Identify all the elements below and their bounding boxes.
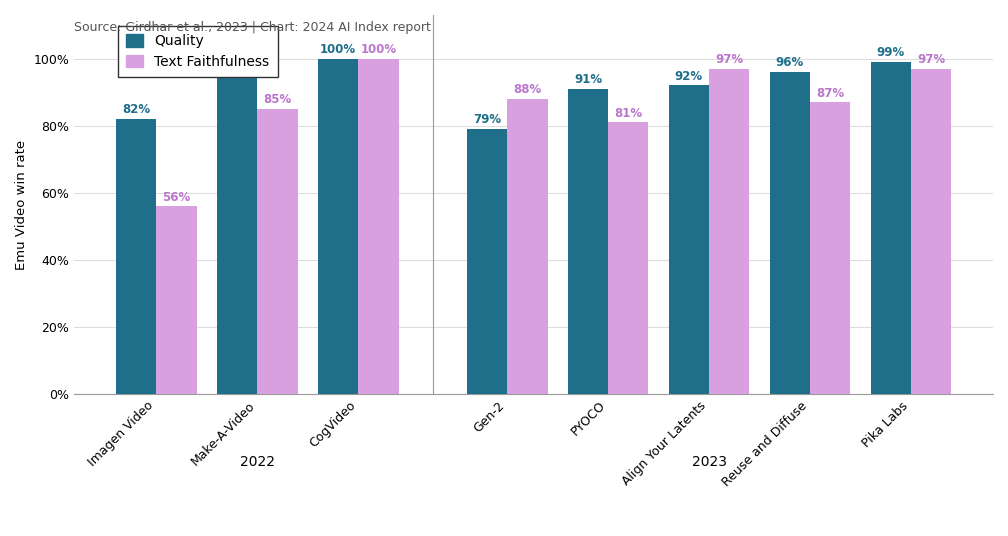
Bar bbox=[769, 72, 810, 394]
Text: 88%: 88% bbox=[513, 83, 541, 96]
Text: 96%: 96% bbox=[775, 56, 804, 69]
Legend: Quality, Text Faithfulness: Quality, Text Faithfulness bbox=[118, 26, 277, 77]
Text: 100%: 100% bbox=[320, 43, 356, 56]
Bar bbox=[709, 69, 749, 394]
Text: 99%: 99% bbox=[877, 46, 905, 59]
Text: 97%: 97% bbox=[223, 53, 251, 66]
Bar bbox=[116, 119, 156, 394]
Bar bbox=[810, 102, 851, 394]
Bar bbox=[318, 58, 358, 394]
Text: 100%: 100% bbox=[361, 43, 396, 56]
Text: Source: Girdhar et al., 2023 | Chart: 2024 AI Index report: Source: Girdhar et al., 2023 | Chart: 20… bbox=[75, 21, 431, 34]
Text: 56%: 56% bbox=[162, 191, 191, 204]
Bar bbox=[467, 129, 507, 394]
Text: 81%: 81% bbox=[614, 107, 642, 120]
Bar bbox=[871, 62, 911, 394]
Text: 79%: 79% bbox=[473, 114, 501, 126]
Bar bbox=[507, 99, 547, 394]
Text: 87%: 87% bbox=[816, 86, 845, 100]
Text: 82%: 82% bbox=[122, 103, 150, 116]
Text: 2023: 2023 bbox=[691, 455, 727, 468]
Text: 85%: 85% bbox=[263, 93, 291, 106]
Text: 92%: 92% bbox=[674, 70, 703, 83]
Text: 97%: 97% bbox=[715, 53, 743, 66]
Bar bbox=[156, 206, 197, 394]
Bar bbox=[217, 69, 257, 394]
Bar bbox=[668, 85, 709, 394]
Bar bbox=[608, 122, 648, 394]
Text: 97%: 97% bbox=[917, 53, 946, 66]
Bar bbox=[358, 58, 398, 394]
Text: 2022: 2022 bbox=[240, 455, 275, 468]
Text: 91%: 91% bbox=[574, 73, 602, 86]
Bar bbox=[257, 109, 297, 394]
Bar bbox=[911, 69, 952, 394]
Bar bbox=[568, 89, 608, 394]
Y-axis label: Emu Video win rate: Emu Video win rate bbox=[15, 139, 28, 270]
